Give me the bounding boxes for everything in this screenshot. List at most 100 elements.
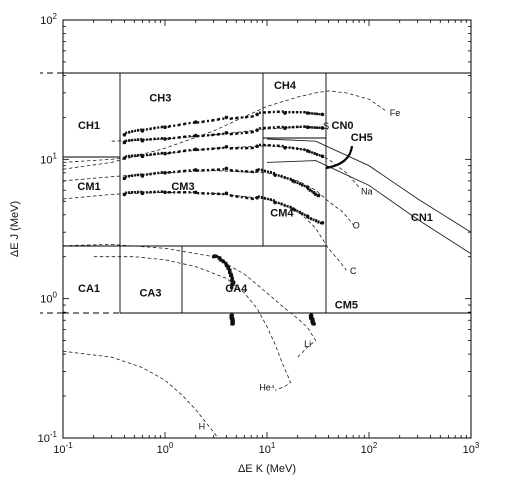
data-point-fill [235,195,238,198]
data-point-fill [232,320,235,324]
data-point-fill [292,111,295,114]
data-point-fill [128,174,131,178]
data-point-fill [218,192,221,196]
data-point-fill [206,168,209,172]
data-point-fill [131,154,134,157]
data-point-fill [142,138,145,141]
data-point-fill [268,126,271,129]
data-point [255,112,259,117]
data-point-fill [125,175,128,178]
data-point-fill [128,139,131,142]
data-point-fill [183,135,186,139]
x-axis-label: ΔE K (MeV) [238,463,296,475]
data-point-fill [206,134,209,137]
data-point-fill [157,137,160,140]
data-point-fill [222,117,225,120]
data-point-fill [236,132,239,135]
data-point-fill [235,116,238,120]
data-point-fill [188,148,191,152]
data-point-fill [251,115,254,118]
data-point-fill [308,112,311,115]
data-point-fill [202,148,205,151]
data-point-fill [227,267,230,271]
data-point-fill [230,323,233,326]
data-point-fill [128,191,131,194]
data-point-fill [277,125,280,129]
data-point-fill [240,195,243,199]
data-point-fill [321,113,324,116]
data-point-fill [173,136,176,140]
data-point-fill [230,275,233,278]
data-point [163,137,167,141]
data-point-fill [296,147,299,151]
data-point-fill [211,168,214,172]
data-point-fill [137,128,140,132]
point-cluster-cluster-he-tail [229,313,235,326]
data-point-fill [310,190,313,193]
series-line-li [62,243,317,358]
data-point [224,145,229,149]
series-line-cn1-lower [266,160,472,255]
data-point-fill [314,219,317,223]
data-point-fill [313,126,316,129]
data-point-fill [177,170,180,173]
data-point-fill [277,174,280,177]
data-point-fill [280,203,283,206]
data-point-fill [167,125,170,128]
data-point-fill [286,177,289,180]
data-point-fill [153,137,156,141]
data-point-fill [173,191,176,194]
data-point-fill [134,129,137,133]
data-point-fill [272,110,275,114]
data-point-fill [167,191,170,194]
data-point-fill [236,147,239,150]
data-point-fill [212,147,215,150]
data-point-fill [183,122,186,126]
data-point-fill [167,137,170,140]
data-point-fill [153,126,156,130]
data-point-fill [235,169,238,172]
region-label-cm4: CM4 [270,207,294,219]
data-point-fill [184,191,187,194]
curve-label-fe: Fe [390,108,401,118]
data-point-fill [288,146,291,149]
data-point-fill [258,111,261,114]
curve-label-he: He⁴ [259,382,275,392]
x-tick-label: 102 [361,441,378,456]
curve-label-s: S [323,121,329,131]
data-point-fill [177,191,180,194]
data-point-fill [240,169,243,173]
data-point-fill [149,153,152,156]
data-point-fill [134,138,137,142]
data-point-fill [134,174,137,177]
data-point [163,171,167,175]
data-point-fill [157,126,160,129]
data-point-fill [231,323,234,326]
data-point-fill [310,318,313,321]
data-point-fill [320,221,323,225]
data-point-fill [157,152,160,155]
data-point-fill [309,217,312,221]
data-point-fill [173,170,176,174]
data-point-fill [250,131,253,134]
data-point-fill [202,192,205,195]
data-point-fill [246,146,249,150]
data-point-fill [296,181,299,185]
data-point-fill [263,197,266,200]
data-point-fill [184,135,187,138]
data-point-fill [131,191,134,194]
data-point-fill [250,115,253,118]
series-line-h [62,350,219,439]
point-cluster-cluster-s [122,125,325,145]
data-point-fill [216,168,219,171]
data-point-fill [257,168,260,171]
point-cluster-cluster-li [308,313,316,326]
region-label-cm1: CM1 [77,181,100,193]
data-point-fill [167,171,170,174]
data-point-fill [149,190,152,194]
data-point-fill [285,126,288,129]
data-point-fill [236,195,239,198]
data-point-fill [303,213,306,217]
data-point-fill [229,268,232,271]
